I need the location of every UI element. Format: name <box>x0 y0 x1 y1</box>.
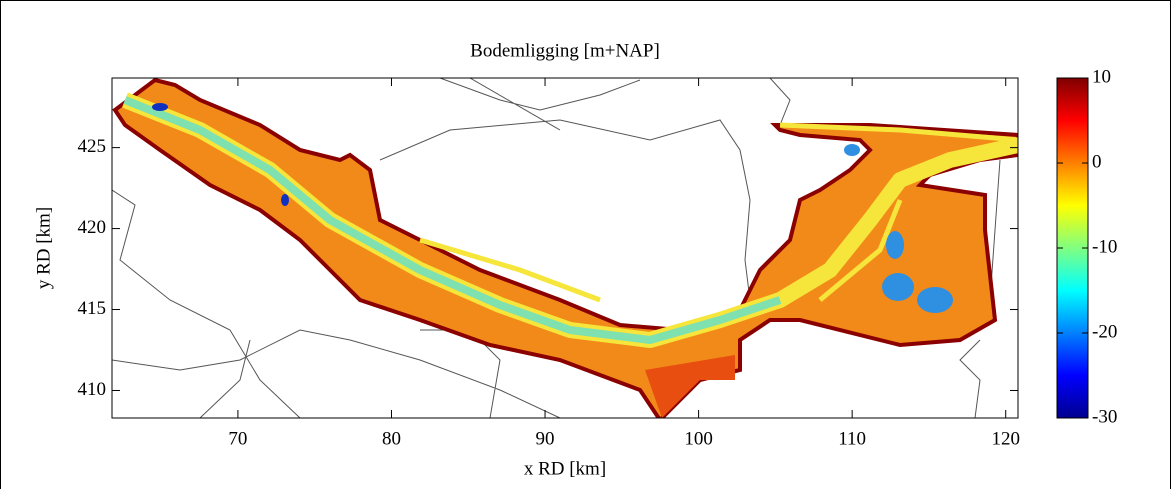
x-tick-label: 110 <box>838 428 866 449</box>
colorbar-tick-label: 10 <box>1092 66 1111 87</box>
deep-pit <box>152 103 168 111</box>
colorbar-tick-label: -20 <box>1092 321 1117 342</box>
figure: Bodemligging [m+NAP] x RD [km] y RD [km]… <box>0 0 1172 489</box>
y-tick-label: 425 <box>78 136 107 157</box>
y-tick-label: 420 <box>78 217 107 238</box>
basin <box>917 287 953 313</box>
x-tick-label: 80 <box>382 428 401 449</box>
deep-pit <box>281 194 289 206</box>
frame <box>1 1 1171 489</box>
x-tick-label: 70 <box>228 428 247 449</box>
colorbar-tick-label: -30 <box>1092 406 1117 427</box>
y-axis-label: y RD [km] <box>33 207 54 289</box>
colorbar-tick-label: 0 <box>1092 151 1102 172</box>
basin <box>886 231 904 259</box>
basin <box>882 273 914 301</box>
x-tick-label: 120 <box>991 428 1020 449</box>
colorbar-tick-label: -10 <box>1092 236 1117 257</box>
y-tick-label: 410 <box>78 379 107 400</box>
chart-title: Bodemligging [m+NAP] <box>470 40 660 61</box>
y-tick-label: 415 <box>78 298 107 319</box>
basin <box>844 144 860 156</box>
x-axis-label: x RD [km] <box>524 458 606 479</box>
x-tick-label: 100 <box>684 428 713 449</box>
x-tick-label: 90 <box>536 428 555 449</box>
